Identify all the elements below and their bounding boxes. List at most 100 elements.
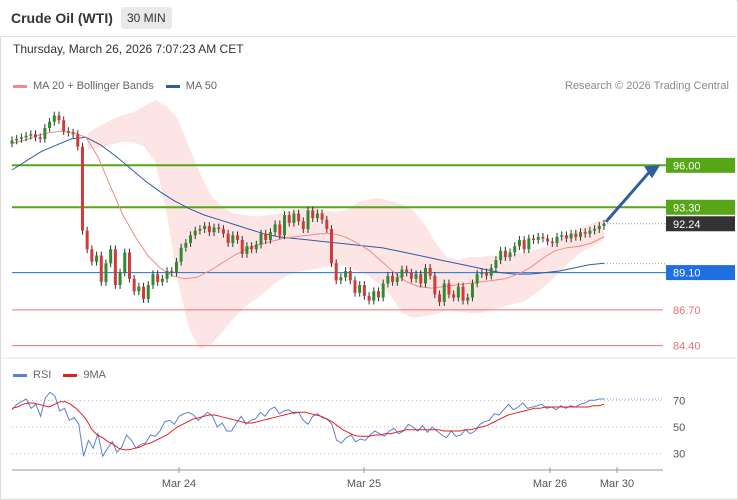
candle-body — [301, 221, 305, 230]
candle-body — [574, 233, 578, 237]
candle-body — [71, 132, 75, 135]
candle-body — [414, 274, 418, 279]
candle-body — [428, 267, 432, 276]
x-tick-label: Mar 26 — [533, 478, 567, 490]
candle-body — [264, 233, 268, 240]
candle-body — [278, 224, 282, 236]
candle-body — [287, 215, 291, 223]
candle-body — [527, 238, 531, 250]
candle-body — [184, 243, 188, 248]
candle-body — [85, 230, 89, 250]
candle-body — [522, 239, 526, 250]
candle-body — [447, 283, 451, 295]
candle-body — [203, 225, 207, 230]
candle-body — [320, 213, 324, 220]
price-pane: 96.00 93.30 92.24 89.10 86.70 84.40 — [10, 100, 735, 353]
candle-body — [95, 255, 99, 262]
ma20-line — [11, 130, 605, 289]
candle-body — [170, 271, 174, 273]
candle-body — [466, 297, 470, 301]
candle-body — [513, 246, 517, 253]
candle-body — [485, 272, 489, 276]
rsi-tick-50: 50 — [673, 422, 685, 434]
candle-body — [38, 137, 42, 139]
candle-body — [452, 294, 456, 298]
level-label-84.40: 84.40 — [673, 341, 701, 353]
candle-body — [226, 233, 230, 244]
ma20-legend-label: MA 20 + Bollinger Bands — [33, 80, 154, 92]
candle-body — [442, 283, 446, 303]
candle-body — [550, 241, 554, 244]
price-legend: MA 20 + Bollinger Bands MA 50 — [13, 80, 217, 92]
candle-body — [593, 229, 597, 231]
rsi-tick-30: 30 — [673, 449, 685, 461]
candle-body — [438, 294, 442, 303]
candle-body — [456, 286, 460, 298]
rsi-ma-legend-label: 9MA — [83, 369, 106, 381]
level-tag-93.30 — [666, 199, 735, 215]
candle-body — [259, 233, 263, 245]
candle-body — [62, 120, 66, 132]
candle-body — [348, 271, 352, 281]
ma50-line — [11, 136, 605, 275]
level-tag-92.24 — [666, 216, 735, 232]
candle-body — [597, 225, 601, 230]
candle-body — [334, 263, 338, 281]
candle-body — [405, 269, 409, 273]
candle-body — [80, 146, 84, 231]
candle-body — [297, 213, 301, 222]
candle-body — [179, 247, 183, 262]
candle-body — [189, 235, 193, 244]
x-tick-label: Mar 25 — [347, 478, 381, 490]
candle-body — [419, 274, 423, 284]
candle-body — [362, 285, 366, 296]
candle-body — [517, 239, 521, 247]
rsi-tick-70: 70 — [673, 395, 685, 407]
level-label-89.10: 89.10 — [673, 268, 701, 280]
candle-body — [207, 225, 211, 233]
candle-body — [461, 286, 465, 301]
level-label-86.70: 86.70 — [673, 305, 701, 317]
candle-body — [160, 278, 164, 282]
candle-body — [142, 286, 146, 300]
timestamp: Thursday, March 26, 2026 7:07:23 AM CET — [13, 42, 244, 56]
candle-body — [499, 250, 503, 261]
chart-header: Crude Oil (WTI) 30 MIN — [0, 0, 736, 37]
candle-body — [489, 267, 493, 276]
candle-body — [198, 229, 202, 231]
candle-body — [532, 238, 536, 240]
candle-body — [353, 280, 357, 293]
candle-body — [48, 121, 52, 128]
candle-body — [193, 230, 197, 236]
candle-body — [391, 275, 395, 282]
candle-body — [381, 283, 385, 298]
candle-body — [400, 269, 404, 278]
candle-body — [250, 246, 254, 250]
level-label-92.24: 92.24 — [673, 219, 701, 231]
candle-body — [146, 285, 150, 300]
level-tag-89.10 — [666, 265, 735, 281]
candle-body — [33, 134, 37, 138]
candle-body — [470, 283, 474, 298]
candle-body — [52, 115, 56, 122]
candle-body — [137, 286, 141, 292]
candle-body — [104, 263, 108, 282]
candle-body — [367, 295, 371, 301]
candle-body — [43, 127, 47, 139]
candle-body — [165, 271, 169, 279]
candle-body — [372, 291, 376, 301]
candle-body — [212, 227, 216, 233]
candle-body — [503, 250, 507, 258]
candle-body — [10, 140, 14, 144]
level-label-93.30: 93.30 — [673, 202, 701, 214]
candle-body — [236, 235, 240, 240]
candle-body — [99, 255, 103, 282]
interval-button[interactable]: 30 MIN — [121, 7, 172, 29]
candle-body — [376, 291, 380, 298]
rsi-line — [11, 391, 604, 458]
candle-body — [113, 249, 117, 286]
ma50-swatch — [165, 84, 180, 88]
candle-body — [254, 244, 258, 250]
candle-body — [494, 260, 498, 268]
